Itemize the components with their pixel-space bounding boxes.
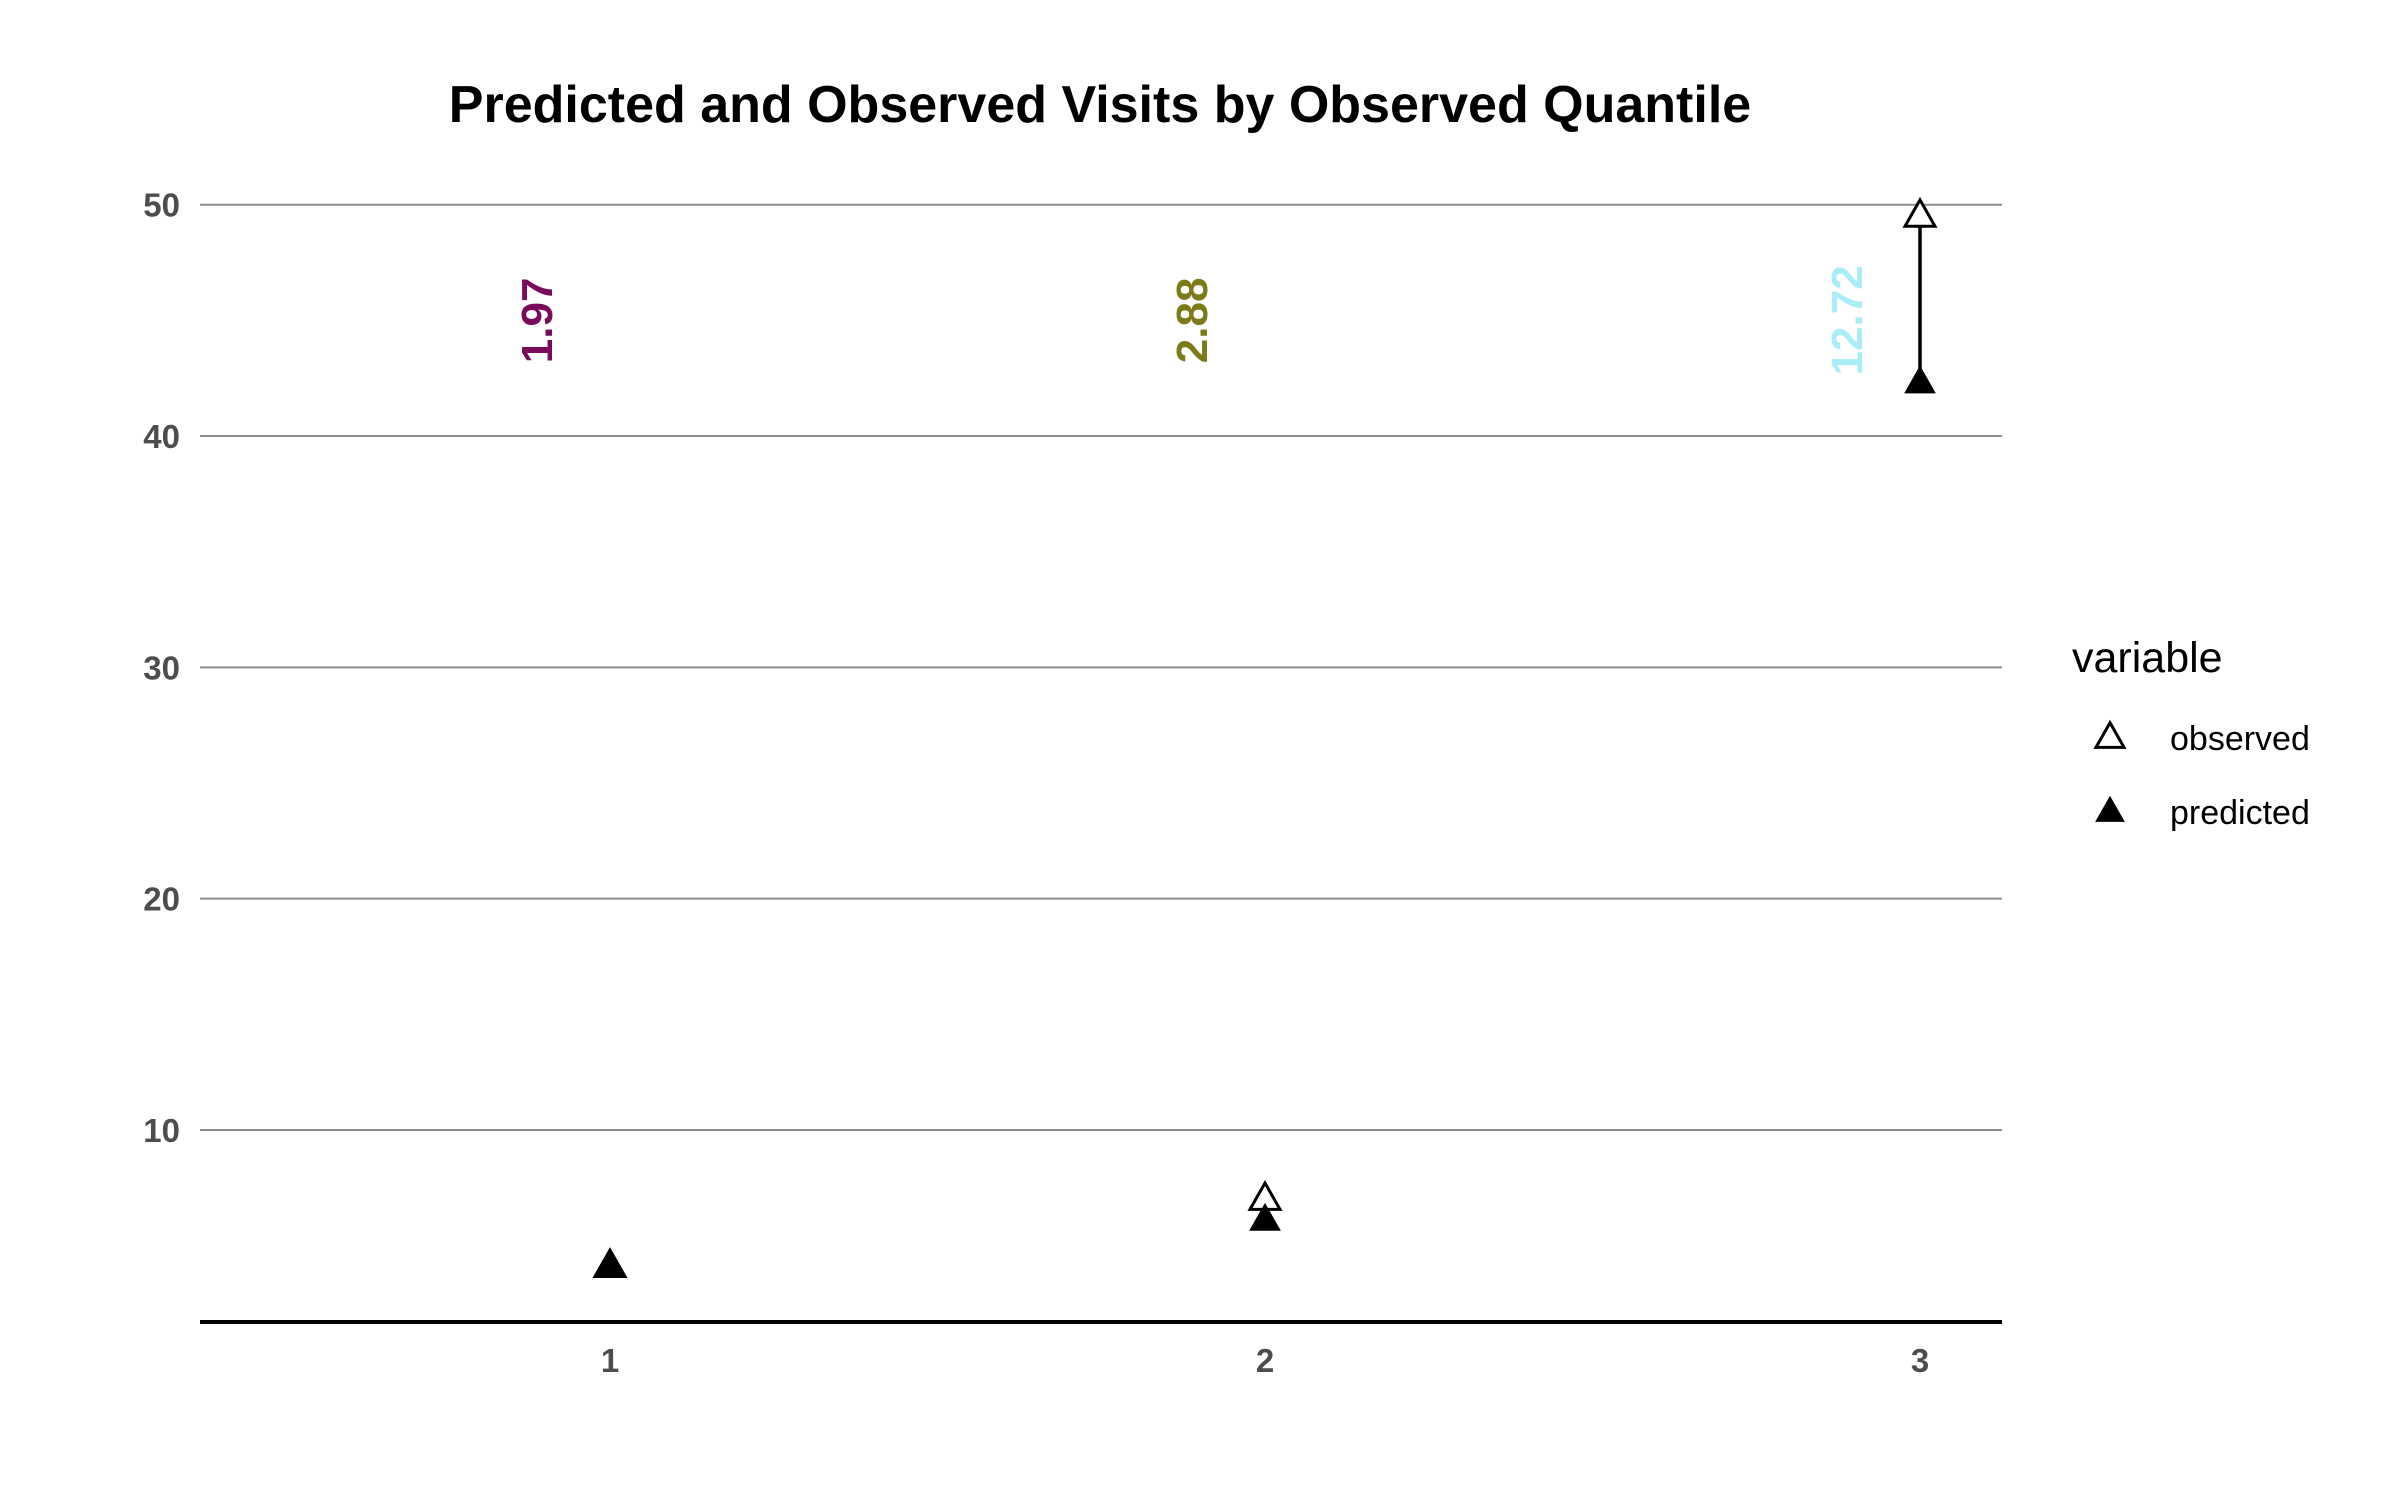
gridlines <box>200 203 2002 1131</box>
difference-label-3: 12.72 <box>1823 265 1872 375</box>
filled-triangle-icon <box>2095 795 2125 822</box>
legend-entry-observed: observed <box>2170 720 2310 758</box>
chart-title: Predicted and Observed Visits by Observe… <box>449 76 1751 134</box>
open-triangle-icon <box>2093 719 2127 749</box>
x-tick-labels: 1 2 3 <box>601 1342 1929 1379</box>
difference-label-1: 1.97 <box>513 278 562 364</box>
range-lines <box>1263 216 1922 1221</box>
x-tick-label: 2 <box>1256 1342 1274 1379</box>
legend-entries: observed predicted <box>2093 719 2310 832</box>
legend: variable observed predicted <box>2072 634 2310 832</box>
predicted-point-3 <box>1904 365 1936 394</box>
y-tick-labels: 10 20 30 40 50 <box>143 187 180 1149</box>
y-tick-label: 50 <box>143 187 180 224</box>
y-tick-label: 40 <box>143 418 180 455</box>
predicted-point-2 <box>1249 1202 1281 1231</box>
difference-label-2: 2.88 <box>1168 278 1217 364</box>
x-tick-label: 1 <box>601 1342 619 1379</box>
difference-labels: 1.97 2.88 12.72 <box>513 265 1872 375</box>
y-tick-label: 10 <box>143 1112 180 1149</box>
observed-point-3 <box>1902 196 1938 228</box>
y-tick-label: 20 <box>143 881 180 918</box>
predicted-point-1 <box>594 1249 626 1278</box>
data-points <box>592 196 1938 1279</box>
x-tick-label: 3 <box>1911 1342 1929 1379</box>
y-tick-label: 30 <box>143 649 180 686</box>
legend-entry-predicted: predicted <box>2170 794 2310 832</box>
legend-title: variable <box>2072 634 2223 682</box>
